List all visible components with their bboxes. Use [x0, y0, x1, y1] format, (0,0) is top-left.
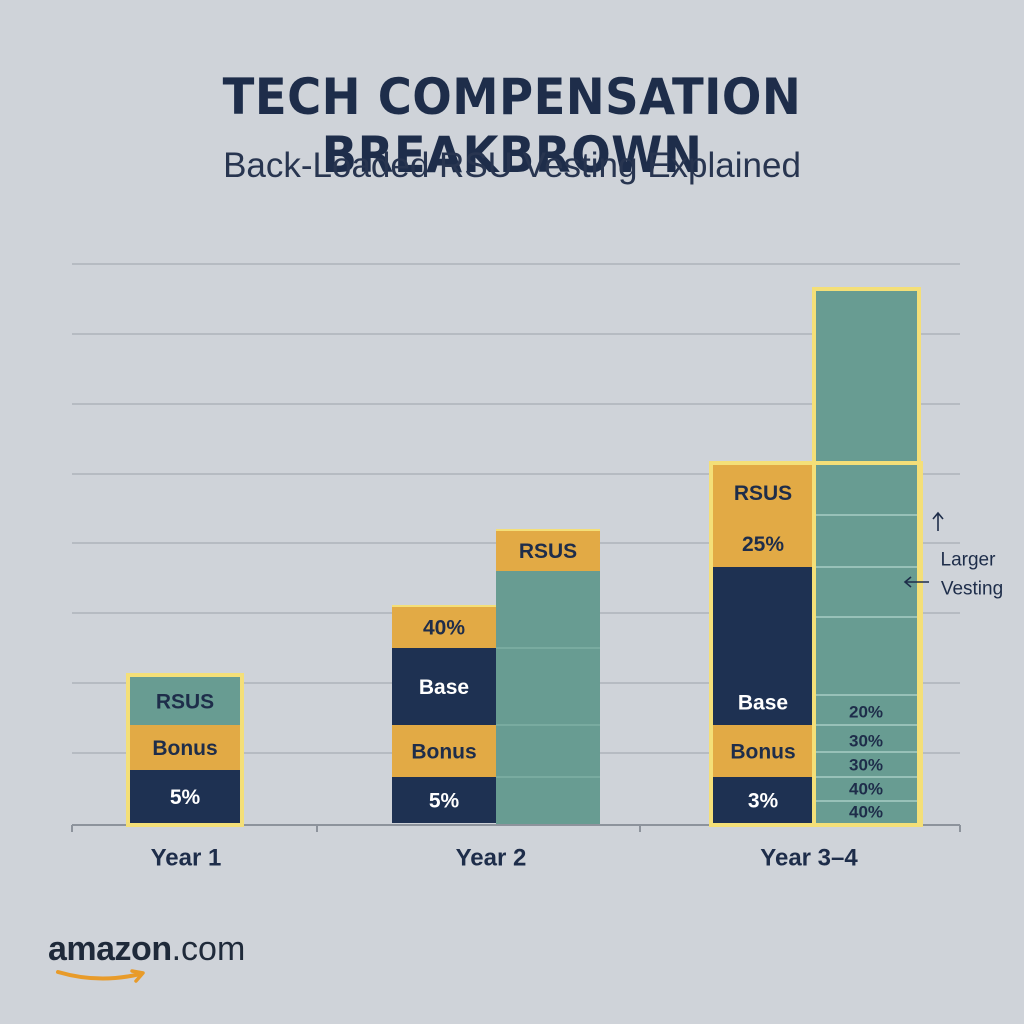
logo-tld: .com: [171, 930, 246, 968]
y2-left-segment: [392, 777, 496, 823]
y3-left-segment-label: RSUS: [734, 482, 792, 505]
y3-left-segment-label: Bonus: [730, 741, 795, 764]
y3-highlight-frame-right: [812, 287, 921, 827]
y3-right-segment-label: 40%: [849, 803, 883, 822]
y2-left-segment: [392, 648, 496, 725]
y3-right-segment-label: 20%: [849, 703, 883, 722]
x-tick-label: Year 3–4: [760, 845, 858, 872]
y1-segment-label: RSUS: [156, 691, 214, 714]
y1-segment: [130, 770, 240, 823]
y3-left-segment: [713, 777, 814, 823]
y2-left-segment-label: Bonus: [411, 741, 476, 764]
y1-segment-label: 5%: [170, 786, 201, 809]
annotation-line2: Vesting: [941, 579, 1003, 600]
y3-right-segment-label: 30%: [849, 732, 883, 751]
y2-left-segment: [392, 725, 496, 777]
y3-right-segment-label: 40%: [849, 780, 883, 799]
logo-word: amazon: [48, 930, 172, 968]
y3-left-segment: [713, 725, 814, 777]
annotation-line1: Larger: [941, 550, 997, 571]
amazon-logo: amazon.com: [48, 930, 246, 983]
y2-left-segment: [392, 606, 496, 648]
y2-right-top-segment: [496, 530, 600, 571]
y3-left-segment-label: 3%: [748, 790, 779, 813]
smile-arrow-icon: [56, 969, 145, 983]
y3-right-segment-label: 30%: [849, 756, 883, 775]
y3-left-segment: [713, 520, 814, 567]
y2-right-top-segment-label: RSUS: [519, 540, 577, 563]
chart-subtitle: Back-Loaded RSU Vesting Explained: [223, 146, 801, 185]
y3-left-segment: [713, 465, 814, 520]
x-tick-label: Year 2: [456, 845, 527, 872]
y2-left-segment-label: Base: [419, 676, 469, 699]
left-arrow-icon: [903, 576, 929, 588]
up-arrow-icon: [932, 511, 944, 531]
y3-left-segment: [713, 567, 814, 725]
y2-left-segment-label: 5%: [429, 790, 460, 813]
y2-left-segment-label: 40%: [423, 617, 465, 640]
y3-left-segment-label: 25%: [742, 533, 784, 556]
y1-segment: [130, 725, 240, 770]
y3-right-segment: [814, 289, 918, 824]
y1-segment: [130, 677, 240, 725]
y1-highlight-frame: [126, 673, 244, 827]
y3-left-segment-label: Base: [738, 692, 788, 715]
y2-right-segment: [496, 571, 600, 824]
chart-title: TECH COMPENSATION BREAKBROWN: [222, 68, 802, 184]
y1-segment-label: Bonus: [152, 737, 217, 760]
x-tick-label: Year 1: [151, 845, 222, 872]
